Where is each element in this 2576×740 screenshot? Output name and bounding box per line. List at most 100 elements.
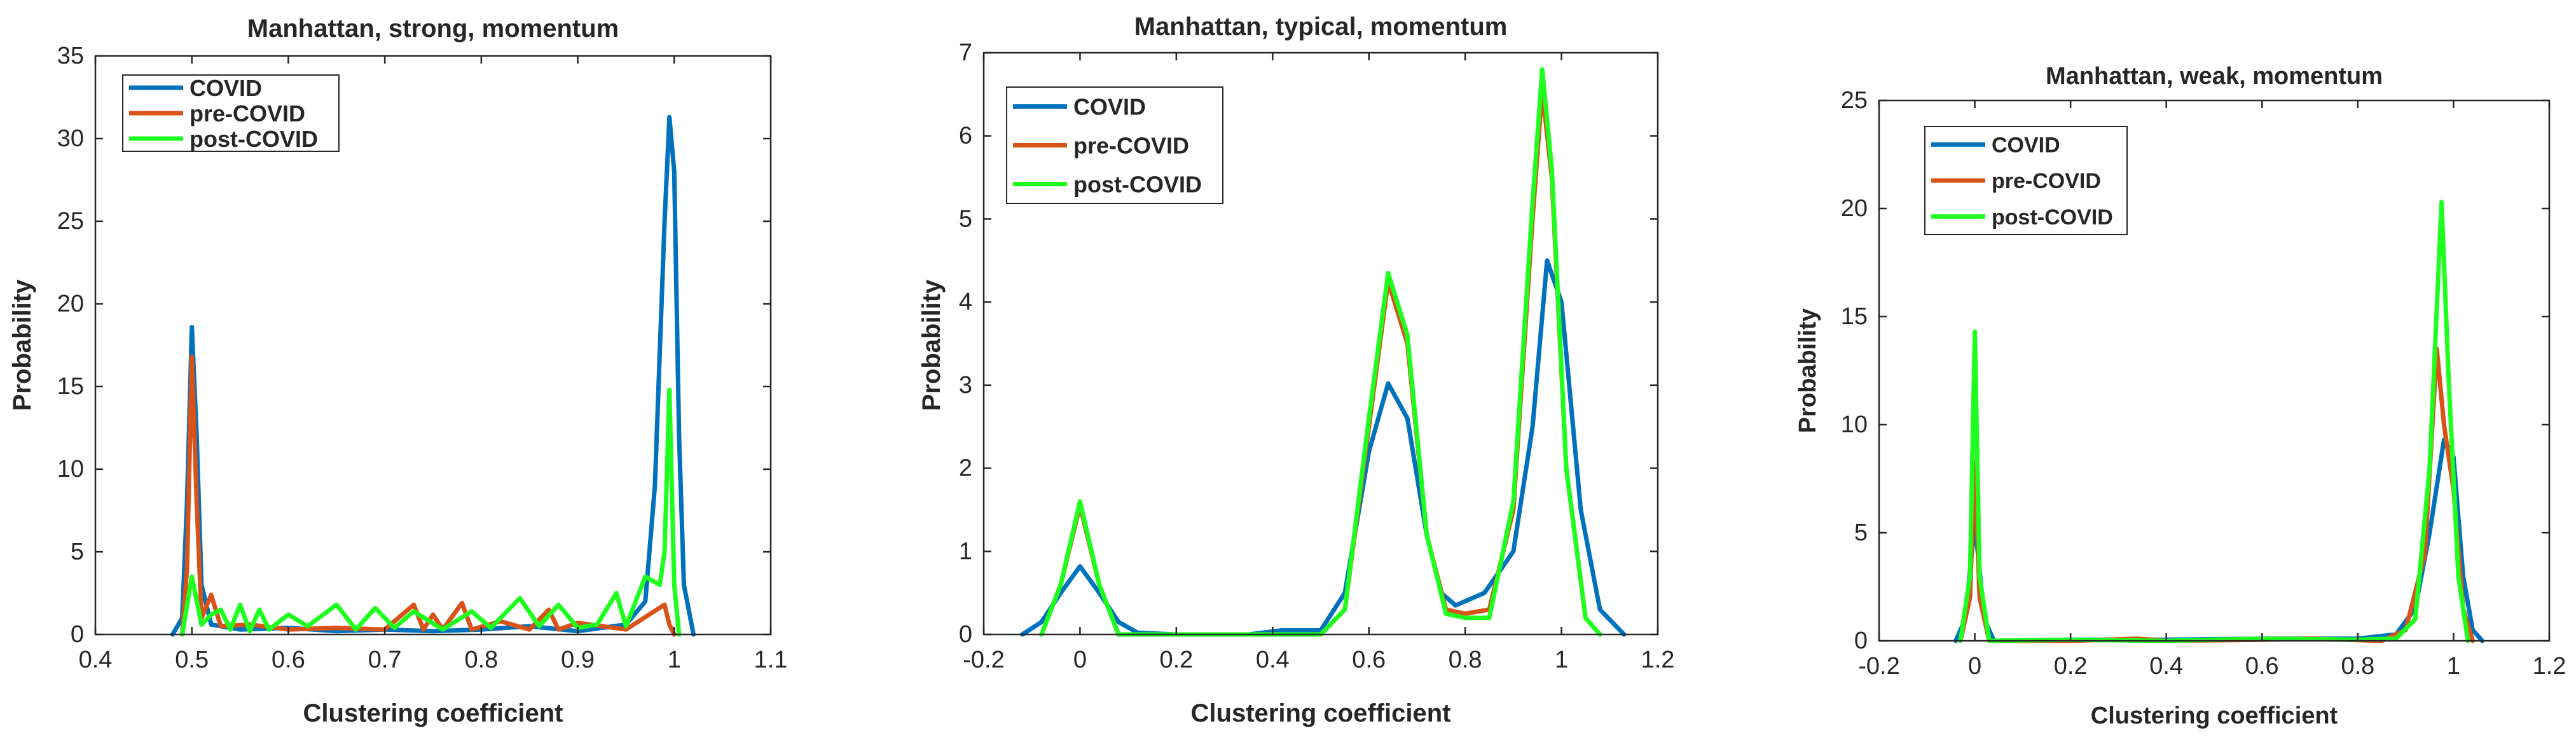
- y-ticks: 0 5 10 15 20 25: [1841, 87, 2549, 654]
- x-axis-label: Clustering coefficient: [2091, 702, 2338, 729]
- legend-item-post-covid: post-COVID: [1013, 171, 1202, 197]
- y-tick-label: 10: [1841, 411, 1868, 438]
- x-tick-label: 1.2: [1641, 647, 1675, 673]
- legend-item-post-covid: post-COVID: [1931, 205, 2113, 230]
- legend-label: COVID: [1073, 93, 1146, 120]
- y-tick-label: 5: [71, 538, 84, 565]
- series-line-pre-covid: [180, 354, 677, 637]
- y-tick-label: 6: [959, 123, 972, 149]
- x-tick-label: 1: [668, 647, 681, 673]
- x-tick-label: 0.6: [2245, 653, 2279, 680]
- x-tick-label: 1.2: [2533, 653, 2566, 680]
- y-tick-label: 35: [57, 43, 84, 69]
- chart-title: Manhattan, weak, momentum: [2046, 63, 2383, 90]
- legend-label: post-COVID: [1992, 205, 2113, 230]
- x-tick-label: 0.8: [464, 647, 498, 673]
- y-tick-label: 5: [959, 205, 972, 232]
- x-tick-label: 0.8: [1449, 647, 1482, 673]
- legend-label: post-COVID: [189, 126, 318, 152]
- y-tick-label: 0: [71, 621, 84, 648]
- x-tick-label: 0.6: [272, 647, 305, 673]
- y-tick-label: 30: [57, 125, 84, 152]
- y-tick-label: 2: [959, 455, 972, 482]
- x-tick-label: 0.6: [1352, 647, 1386, 673]
- x-tick-label: 0.2: [1159, 647, 1193, 673]
- y-tick-label: 20: [1841, 195, 1868, 222]
- x-tick-label: 0.4: [79, 647, 113, 673]
- legend-item-covid: COVID: [1931, 134, 2060, 158]
- y-tick-label: 5: [1854, 519, 1868, 546]
- chart-panel-weak: Manhattan, weak, momentum Clustering coe…: [1794, 63, 2566, 729]
- series-line-post-covid: [1039, 67, 1602, 637]
- legend-item-covid: COVID: [1013, 93, 1146, 120]
- x-tick-label: 0.7: [368, 647, 402, 673]
- legend-label: post-COVID: [1073, 171, 1202, 197]
- y-tick-label: 7: [959, 39, 972, 66]
- x-tick-label: 0.2: [2054, 653, 2088, 680]
- series-line-covid: [1953, 437, 2485, 643]
- axes-box: [94, 55, 772, 636]
- x-tick-label: 0.4: [2149, 653, 2183, 680]
- legend-label: COVID: [189, 75, 262, 101]
- x-tick-label: 1.1: [754, 647, 788, 673]
- legend-label: pre-COVID: [189, 100, 305, 127]
- y-tick-label: 3: [959, 372, 972, 399]
- x-tick-label: -0.2: [1858, 653, 1899, 680]
- x-tick-label: 1: [1555, 647, 1568, 673]
- x-axis-label: Clustering coefficient: [1191, 699, 1451, 727]
- legend-label: pre-COVID: [1992, 169, 2101, 193]
- y-tick-label: 15: [57, 373, 84, 400]
- legend-label: pre-COVID: [1073, 132, 1189, 158]
- x-tick-label: 0.4: [1256, 647, 1290, 673]
- series-line-post-covid: [1958, 200, 2470, 643]
- series-line-post-covid: [180, 387, 682, 637]
- x-tick-label: -0.2: [963, 647, 1004, 673]
- legend-item-post-covid: post-COVID: [129, 126, 318, 152]
- y-tick-label: 25: [57, 208, 84, 235]
- x-ticks: -0.2 0 0.2 0.4 0.6 0.8 1 1.2: [1858, 100, 2566, 680]
- axes-box: [1878, 99, 2551, 642]
- chart-panel-typical: Manhattan, typical, momentum Clustering …: [918, 13, 1674, 727]
- series-line-covid: [170, 114, 696, 637]
- y-tick-label: 0: [1854, 627, 1868, 654]
- y-axis-label: Probability: [1794, 308, 1821, 433]
- chart-title: Manhattan, strong, momentum: [247, 15, 619, 43]
- x-tick-label: 0: [1968, 653, 1981, 680]
- y-tick-label: 1: [959, 538, 972, 565]
- y-axis-label: Probability: [918, 279, 946, 411]
- x-tick-label: 0.8: [2341, 653, 2374, 680]
- x-ticks: -0.2 0 0.2 0.4 0.6 0.8 1 1.2: [963, 53, 1674, 673]
- legend: COVID pre-COVID post-COVID: [1924, 126, 2128, 235]
- legend-item-pre-covid: pre-COVID: [129, 100, 305, 127]
- chart-title: Manhattan, typical, momentum: [1134, 13, 1508, 41]
- legend-item-covid: COVID: [129, 75, 262, 101]
- x-tick-label: 1: [2447, 653, 2460, 680]
- series-line-pre-covid: [1958, 346, 2475, 643]
- legend: COVID pre-COVID post-COVID: [1006, 86, 1223, 204]
- x-axis-label: Clustering coefficient: [303, 699, 563, 727]
- y-ticks: 0 5 10 15 20 25 30 35: [57, 43, 771, 648]
- legend-item-pre-covid: pre-COVID: [1931, 169, 2101, 193]
- series-lines: [1020, 67, 1627, 637]
- series-lines: [170, 114, 696, 637]
- legend-item-pre-covid: pre-COVID: [1013, 132, 1189, 158]
- y-tick-label: 20: [57, 291, 84, 317]
- y-tick-label: 0: [959, 621, 972, 648]
- legend-label: COVID: [1992, 134, 2060, 158]
- chart-panel-strong: Manhattan, strong, momentum Clustering c…: [8, 15, 787, 727]
- x-tick-label: 0.5: [175, 647, 209, 673]
- x-ticks: 0.4 0.5 0.6 0.7 0.8 0.9 1 1.1: [79, 56, 788, 673]
- y-tick-label: 25: [1841, 87, 1868, 114]
- y-tick-label: 10: [57, 456, 84, 483]
- x-tick-label: 0: [1073, 647, 1087, 673]
- y-tick-label: 15: [1841, 303, 1868, 330]
- y-tick-label: 4: [959, 289, 972, 315]
- series-line-covid: [1020, 258, 1627, 637]
- axes-box: [982, 51, 1659, 636]
- x-tick-label: 0.9: [561, 647, 595, 673]
- y-ticks: 0 1 2 3 4 5 6 7: [959, 39, 1658, 648]
- y-axis-label: Probability: [8, 279, 36, 411]
- series-lines: [1953, 200, 2485, 643]
